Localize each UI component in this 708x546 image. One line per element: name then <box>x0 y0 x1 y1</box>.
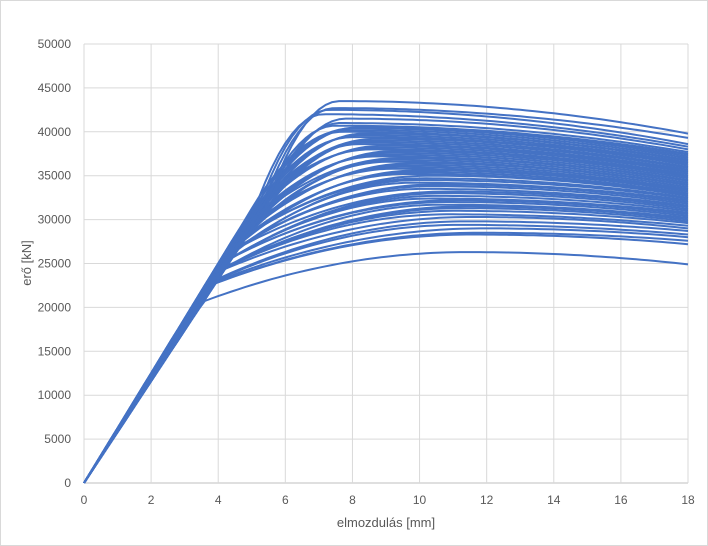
series-line <box>83 213 689 484</box>
x-tick-label: 2 <box>148 493 155 507</box>
series-line <box>83 227 689 484</box>
series-line <box>83 233 689 484</box>
series-line <box>83 169 689 484</box>
x-tick-labels: 0 2 4 6 8 10 12 14 16 18 <box>81 493 695 507</box>
y-tick-label: 25000 <box>38 257 72 271</box>
series-line <box>83 231 689 484</box>
y-tick-labels: 0 5000 10000 15000 20000 25000 30000 35000 40000… <box>38 37 72 490</box>
series-line <box>83 107 689 484</box>
series-line <box>83 100 689 484</box>
y-tick-label: 0 <box>64 476 71 490</box>
x-tick-label: 18 <box>681 493 695 507</box>
y-tick-label: 10000 <box>38 388 72 402</box>
x-tick-label: 4 <box>215 493 222 507</box>
y-tick-label: 40000 <box>38 125 72 139</box>
y-tick-label: 50000 <box>38 37 72 51</box>
x-tick-label: 8 <box>349 493 356 507</box>
x-tick-label: 14 <box>547 493 561 507</box>
y-axis-title: erő [kN] <box>19 240 34 286</box>
y-tick-label: 35000 <box>38 169 72 183</box>
series-line <box>83 143 689 484</box>
y-tick-label: 20000 <box>38 300 72 314</box>
x-tick-label: 16 <box>614 493 628 507</box>
series-line <box>83 108 689 484</box>
y-tick-label: 5000 <box>44 432 71 446</box>
x-tick-label: 6 <box>282 493 289 507</box>
series-line <box>83 220 689 484</box>
series-curves <box>83 100 689 484</box>
series-line <box>83 251 689 484</box>
series-line <box>83 117 689 484</box>
x-axis-title: elmozdulás [mm] <box>337 515 435 530</box>
y-tick-label: 15000 <box>38 344 72 358</box>
y-tick-label: 30000 <box>38 213 72 227</box>
x-tick-label: 12 <box>480 493 494 507</box>
series-line <box>83 113 689 484</box>
y-tick-label: 45000 <box>38 81 72 95</box>
x-tick-label: 0 <box>81 493 88 507</box>
x-tick-label: 10 <box>413 493 427 507</box>
